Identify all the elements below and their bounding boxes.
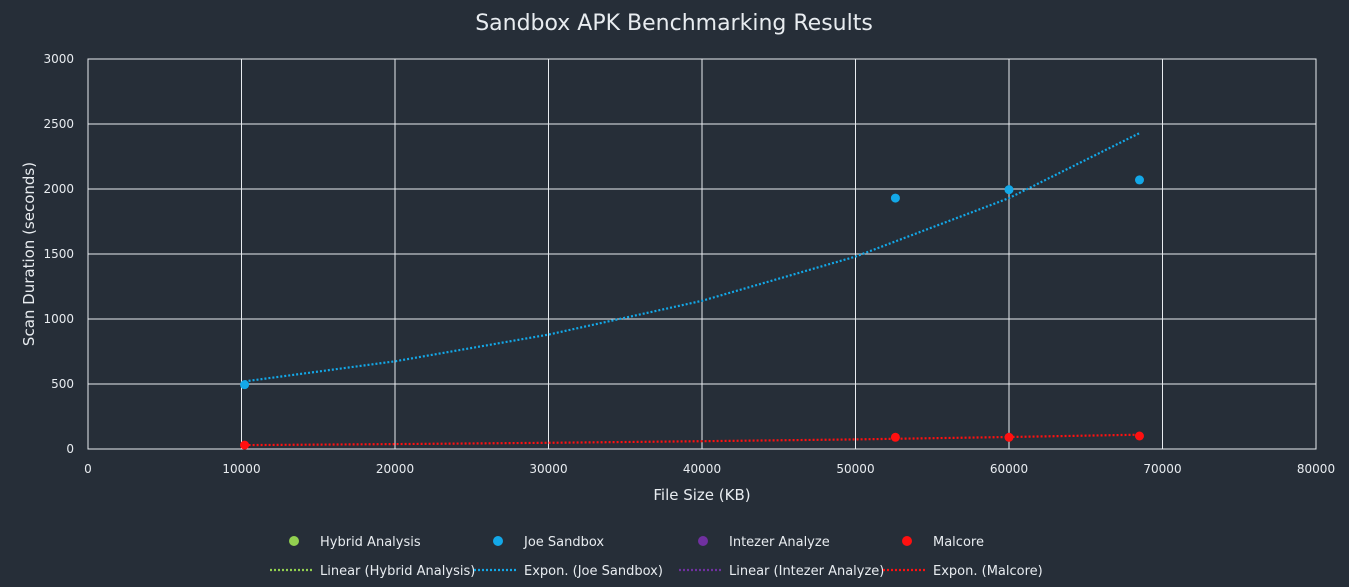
legend-label-series-3: Malcore [933, 535, 984, 550]
y-tick-label: 3000 [43, 52, 74, 66]
x-axis-title: File Size (KB) [653, 486, 750, 504]
tick-labels: 0 10000 20000 30000 40000 50000 60000 70000 8000… [43, 52, 1335, 476]
legend-label-series-1: Joe Sandbox [523, 535, 604, 550]
legend-label-trendline-1: Expon. (Joe Sandbox) [524, 564, 663, 579]
y-axis-title: Scan Duration (seconds) [20, 162, 38, 346]
data-point-series-3 [1134, 431, 1144, 441]
data-point-series-1 [240, 380, 250, 390]
x-tick-label: 10000 [222, 462, 260, 476]
legend-marker-series-3 [902, 536, 912, 546]
x-tick-label: 70000 [1143, 462, 1181, 476]
legend-label-series-0: Hybrid Analysis [320, 535, 421, 550]
x-tick-label: 50000 [836, 462, 874, 476]
chart-title: Sandbox APK Benchmarking Results [475, 11, 873, 36]
x-tick-label: 0 [84, 462, 92, 476]
x-tick-label: 40000 [683, 462, 721, 476]
legend-label-series-2: Intezer Analyze [729, 535, 830, 550]
legend-marker-series-0 [289, 536, 299, 546]
legend-marker-series-2 [698, 536, 708, 546]
trendlines [244, 132, 1140, 447]
trendline-1 [244, 132, 1140, 383]
y-tick-label: 2000 [43, 182, 74, 196]
x-tick-label: 20000 [376, 462, 414, 476]
data-point-series-1 [1134, 175, 1144, 185]
data-point-series-3 [1004, 432, 1014, 442]
x-tick-label: 80000 [1297, 462, 1335, 476]
y-tick-label: 1000 [43, 312, 74, 326]
data-point-series-1 [1004, 185, 1014, 195]
legend-label-trendline-0: Linear (Hybrid Analysis) [320, 564, 475, 579]
y-tick-label: 0 [66, 442, 74, 456]
data-point-series-1 [890, 193, 900, 203]
grid [87, 58, 1317, 450]
legend-label-trendline-2: Linear (Intezer Analyze) [729, 564, 884, 579]
y-tick-label: 500 [51, 377, 74, 391]
legend-label-trendline-3: Expon. (Malcore) [933, 564, 1043, 579]
data-points [240, 175, 1144, 450]
y-tick-label: 1500 [43, 247, 74, 261]
legend-marker-series-1 [493, 536, 503, 546]
y-tick-label: 2500 [43, 117, 74, 131]
data-point-series-3 [890, 432, 900, 442]
x-tick-label: 60000 [990, 462, 1028, 476]
x-tick-label: 30000 [529, 462, 567, 476]
legend: Hybrid Analysis Joe Sandbox Intezer Analyz… [270, 535, 1043, 579]
data-point-series-3 [240, 440, 250, 450]
